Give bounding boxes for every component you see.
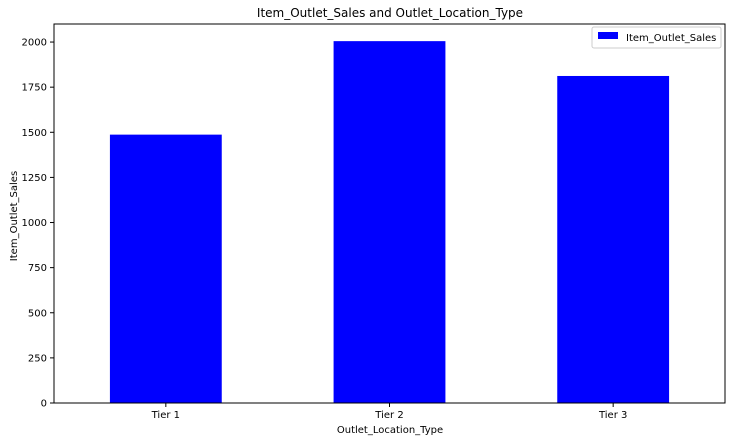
legend-label: Item_Outlet_Sales xyxy=(626,33,716,44)
y-tick-label: 250 xyxy=(28,353,47,364)
legend: Item_Outlet_Sales xyxy=(591,26,722,49)
y-tick-label: 750 xyxy=(28,263,47,274)
bar-tier-1 xyxy=(109,134,222,404)
y-tick-label: 0 xyxy=(41,399,47,410)
y-axis-label: Item_Outlet_Sales xyxy=(9,171,20,261)
legend-swatch xyxy=(598,32,618,39)
x-tick-label: Tier 1 xyxy=(151,410,180,421)
y-tick-label: 1750 xyxy=(22,83,47,94)
bar-tier-3 xyxy=(557,75,670,403)
bar-tier-2 xyxy=(333,41,446,404)
chart-title: Item_Outlet_Sales and Outlet_Location_Ty… xyxy=(257,6,523,20)
y-tick-label: 1000 xyxy=(22,218,47,229)
x-tick-label: Tier 2 xyxy=(374,410,403,421)
y-tick-label: 2000 xyxy=(22,38,47,49)
x-axis-label: Outlet_Location_Type xyxy=(337,425,443,436)
legend-box xyxy=(591,26,722,49)
y-tick-label: 1500 xyxy=(22,128,47,139)
plot-frame xyxy=(53,23,726,404)
y-tick-label: 500 xyxy=(28,308,47,319)
plot-area: 0 250 500 750 1000 1250 1500 1750 2000 Tier 1 Tier… xyxy=(22,23,726,421)
x-tick-label: Tier 3 xyxy=(598,410,627,421)
y-tick-label: 1250 xyxy=(22,173,47,184)
